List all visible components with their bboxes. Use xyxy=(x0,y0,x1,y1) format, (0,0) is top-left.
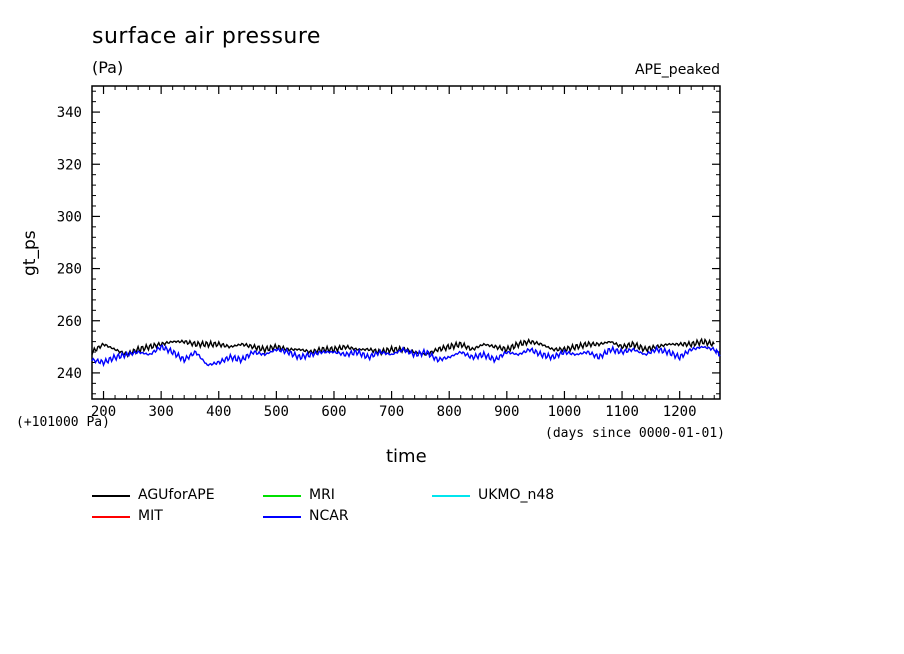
legend-swatch xyxy=(263,495,301,497)
x-tick-label: 1000 xyxy=(548,404,582,420)
y-tick-label: 320 xyxy=(57,157,82,173)
x-axis-label: time xyxy=(386,446,427,467)
run-label: APE_peaked xyxy=(634,62,720,78)
x-tick-label: 1100 xyxy=(605,404,639,420)
legend-label: AGUforAPE xyxy=(138,487,215,503)
y-tick-label: 260 xyxy=(57,314,82,330)
y-tick-label: 300 xyxy=(57,209,82,225)
series-line-ncar xyxy=(91,344,721,368)
legend-swatch xyxy=(263,516,301,518)
legend-label: MRI xyxy=(309,487,335,503)
x-tick-label: 1200 xyxy=(663,404,697,420)
x-tick-label: 900 xyxy=(494,404,519,420)
chart-unit: (Pa) xyxy=(92,58,124,77)
x-tick-label: 500 xyxy=(264,404,289,420)
x-axis-units: (days since 0000-01-01) xyxy=(545,426,726,441)
legend-label: NCAR xyxy=(309,508,349,524)
legend-label: MIT xyxy=(138,508,163,524)
legend-swatch xyxy=(432,495,470,497)
y-tick-label: 340 xyxy=(57,105,82,121)
legend-swatch xyxy=(92,495,130,497)
x-tick-label: 800 xyxy=(437,404,462,420)
chart-title: surface air pressure xyxy=(92,24,321,49)
x-tick-label: 300 xyxy=(148,404,173,420)
x-tick-label: 700 xyxy=(379,404,404,420)
y-offset-label: (+101000 Pa) xyxy=(16,415,110,430)
legend-swatch xyxy=(92,516,130,518)
x-tick-label: 400 xyxy=(206,404,231,420)
legend-label: UKMO_n48 xyxy=(478,487,555,503)
y-tick-label: 280 xyxy=(57,262,82,278)
y-tick-label: 240 xyxy=(57,366,82,382)
x-tick-label: 600 xyxy=(321,404,346,420)
x-tick-label: 200 xyxy=(91,404,116,420)
plot-frame xyxy=(91,85,721,400)
